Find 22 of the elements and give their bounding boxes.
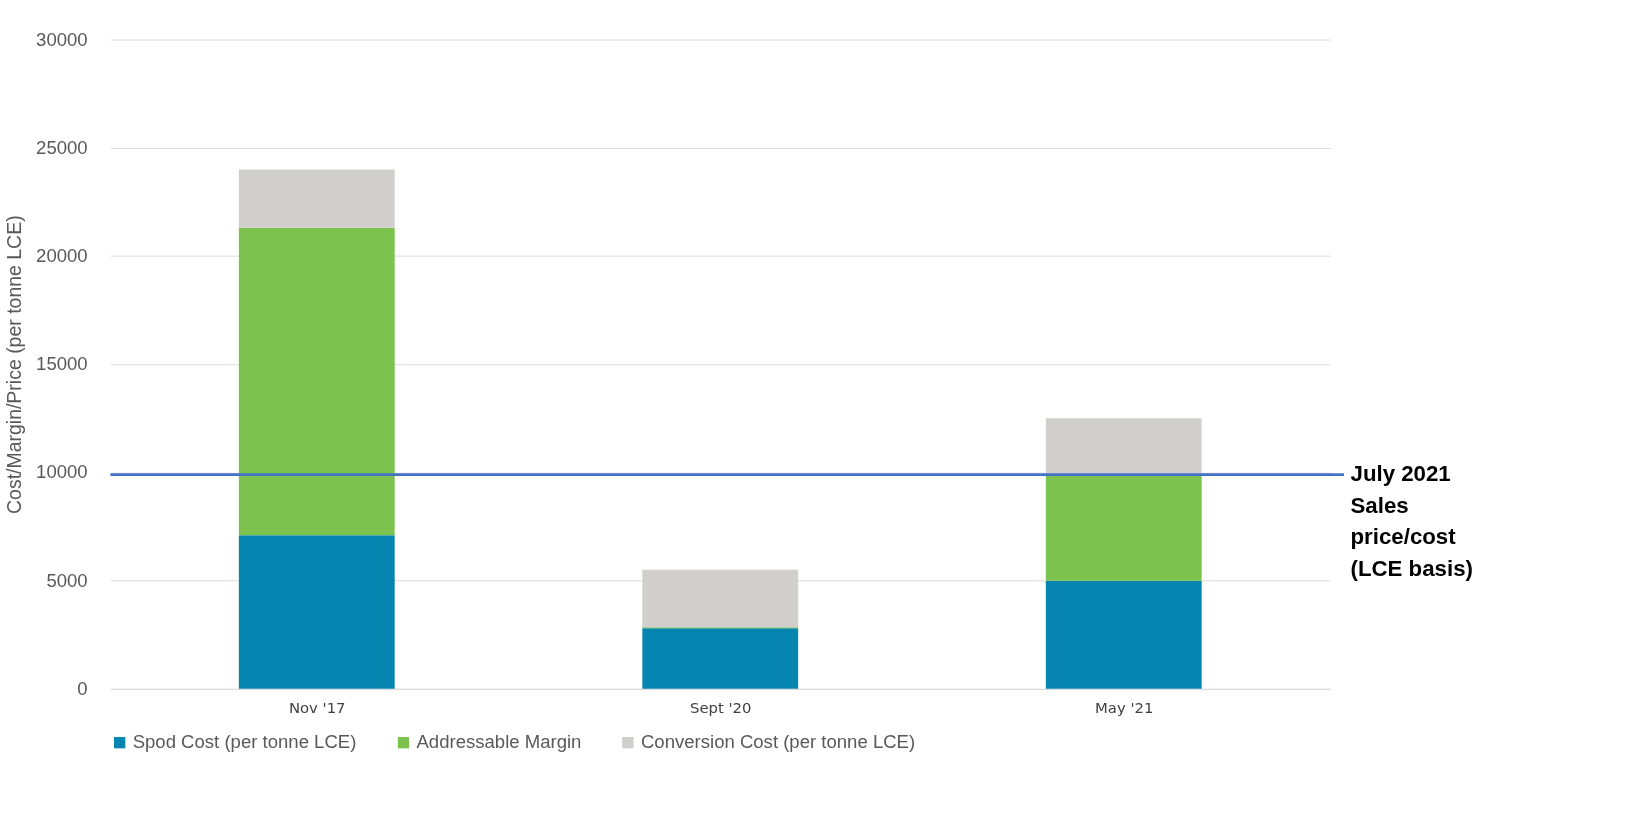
bar bbox=[238, 535, 395, 689]
y-tick-label: 0 bbox=[77, 677, 88, 699]
legend-label: Spod Cost (per tonne LCE) bbox=[132, 731, 357, 753]
bar bbox=[1045, 580, 1202, 689]
bar bbox=[1045, 474, 1202, 581]
bar bbox=[642, 628, 799, 689]
legend-label: Addressable Margin bbox=[416, 731, 582, 753]
ref-line-label: July 2021 Sales price/cost (LCE basis) bbox=[1350, 461, 1473, 581]
y-axis-title: Cost/Margin/Price (per tonne LCE) bbox=[3, 215, 26, 514]
y-tick-label: 25000 bbox=[36, 136, 88, 158]
x-tick-label: May '21 bbox=[1095, 698, 1154, 716]
legend-label: Conversion Cost (per tonne LCE) bbox=[640, 731, 916, 753]
bar bbox=[238, 169, 395, 228]
bar bbox=[238, 227, 395, 536]
x-tick-label: Sept '20 bbox=[690, 698, 752, 716]
y-tick-label: 10000 bbox=[36, 461, 88, 483]
bar bbox=[1045, 418, 1202, 475]
y-tick-label: 20000 bbox=[36, 245, 88, 267]
y-tick-label: 5000 bbox=[46, 569, 88, 591]
y-tick-label: 15000 bbox=[36, 353, 88, 375]
x-tick-label: Nov '17 bbox=[288, 698, 346, 716]
y-tick-label: 30000 bbox=[36, 28, 88, 50]
